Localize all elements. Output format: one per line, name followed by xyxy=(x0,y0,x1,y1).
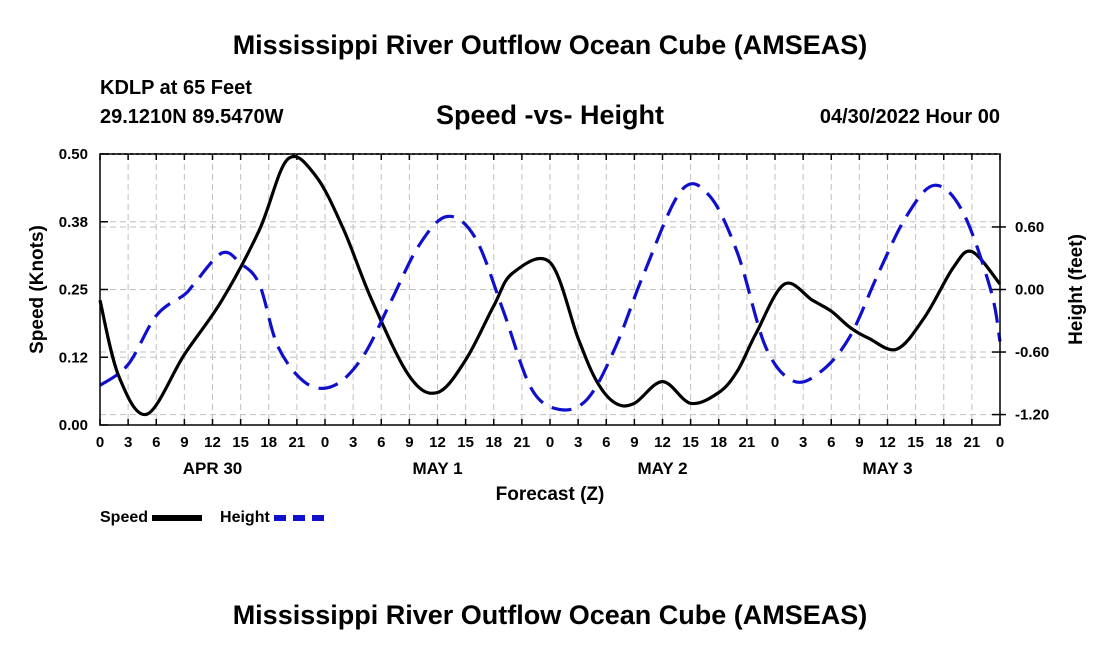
x-tick-label: 15 xyxy=(457,434,474,451)
y-tick-label: 0.25 xyxy=(59,282,88,299)
x-tick-label: 0 xyxy=(321,434,329,451)
footer-title: Mississippi River Outflow Ocean Cube (AM… xyxy=(232,600,868,630)
legend-height-swatch xyxy=(273,515,324,521)
main-title: Mississippi River Outflow Ocean Cube (AM… xyxy=(232,30,868,60)
x-tick-label: 21 xyxy=(514,434,531,451)
y2-tick-label: -0.60 xyxy=(1015,344,1049,361)
x-tick-label: 3 xyxy=(799,434,807,451)
x-tick-label: 12 xyxy=(879,434,896,451)
x-tick-label: 15 xyxy=(682,434,699,451)
legend-speed-label: Speed xyxy=(100,509,149,526)
legend: Speed Height xyxy=(100,509,342,527)
x-tick-label: 9 xyxy=(180,434,188,451)
x-tick-label: 15 xyxy=(907,434,924,451)
forecast-datetime: 04/30/2022 Hour 00 xyxy=(819,106,1000,128)
y2-tick-label: 0.00 xyxy=(1015,282,1044,299)
x-tick-label: 0 xyxy=(771,434,779,451)
series-line-height xyxy=(99,182,1002,412)
y-axis-title: Speed (Knots) xyxy=(27,225,48,354)
station-label: KDLP at 65 Feet xyxy=(100,77,252,99)
legend-speed-swatch xyxy=(152,515,203,521)
x-tick-label: 9 xyxy=(405,434,413,451)
x-tick-label: 0 xyxy=(546,434,554,451)
x-tick-label: 12 xyxy=(654,434,671,451)
y-tick-label: 0.38 xyxy=(59,214,88,231)
legend-height-label: Height xyxy=(220,509,270,526)
series-line-speed xyxy=(98,154,1002,416)
x-tick-label: 6 xyxy=(377,434,385,451)
x-tick-label: 9 xyxy=(630,434,638,451)
x-tick-label: 3 xyxy=(574,434,582,451)
x-tick-label: 0 xyxy=(996,434,1004,451)
y2-axis-title: Height (feet) xyxy=(1066,234,1087,345)
x-day-label: APR 30 xyxy=(183,459,243,478)
x-tick-label: 21 xyxy=(739,434,756,451)
x-tick-label: 18 xyxy=(485,434,502,451)
x-tick-label: 12 xyxy=(204,434,221,451)
x-tick-label: 6 xyxy=(602,434,610,451)
x-tick-label: 0 xyxy=(96,434,104,451)
x-tick-label: 6 xyxy=(827,434,835,451)
x-tick-label: 18 xyxy=(260,434,277,451)
x-day-label: MAY 2 xyxy=(637,459,687,478)
grid-layer xyxy=(100,154,1000,425)
x-tick-label: 21 xyxy=(964,434,981,451)
x-axis-title: Forecast (Z) xyxy=(496,484,605,505)
y-tick-label: 0.50 xyxy=(59,146,88,163)
coordinates-label: 29.1210N 89.5470W xyxy=(100,106,284,128)
y-tick-label: 0.12 xyxy=(59,349,88,366)
x-tick-label: 12 xyxy=(429,434,446,451)
chart-subtitle: Speed -vs- Height xyxy=(435,100,665,130)
y2-tick-label: -1.20 xyxy=(1015,407,1049,424)
y-tick-label: 0.00 xyxy=(59,417,88,434)
series-layer xyxy=(98,154,1002,416)
x-tick-label: 6 xyxy=(152,434,160,451)
x-tick-label: 21 xyxy=(289,434,306,451)
axes-layer: 0 3 6 9 12 15 18 21 0 3 6 9 12 15 18 21 0 3 6 9 12 15 18 21 0 3 6 9… xyxy=(27,146,1087,505)
x-tick-label: 18 xyxy=(935,434,952,451)
x-day-label: MAY 3 xyxy=(862,459,912,478)
x-tick-label: 18 xyxy=(710,434,727,451)
x-tick-label: 3 xyxy=(124,434,132,451)
x-tick-label: 3 xyxy=(349,434,357,451)
x-tick-label: 15 xyxy=(232,434,249,451)
x-tick-label: 9 xyxy=(855,434,863,451)
y2-tick-label: 0.60 xyxy=(1015,219,1044,236)
x-day-label: MAY 1 xyxy=(412,459,462,478)
